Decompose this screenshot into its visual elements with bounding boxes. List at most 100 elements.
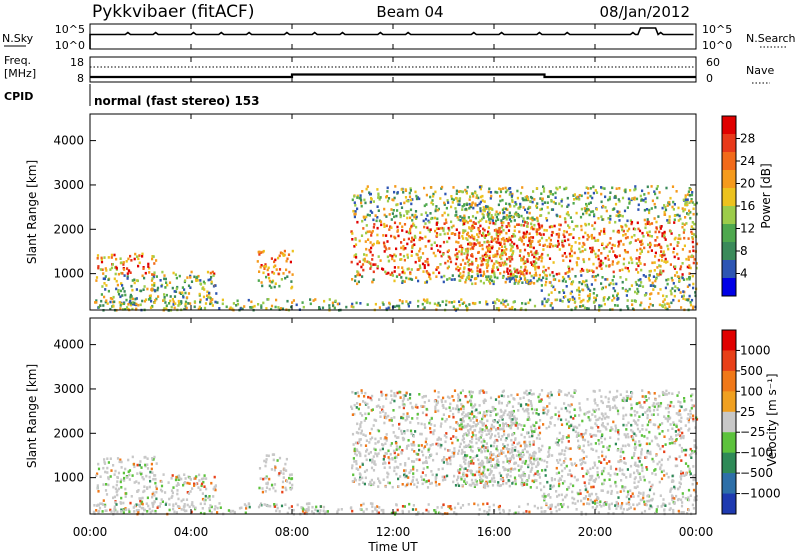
- heatmap-cell: [102, 499, 105, 502]
- heatmap-cell: [480, 195, 483, 199]
- heatmap-cell: [381, 447, 384, 451]
- heatmap-cell: [181, 286, 184, 289]
- heatmap-cell: [467, 433, 470, 436]
- heatmap-cell: [670, 232, 673, 235]
- heatmap-cell: [357, 394, 360, 398]
- heatmap-cell: [465, 191, 468, 195]
- heatmap-cell: [529, 200, 532, 203]
- heatmap-cell: [580, 462, 584, 465]
- heatmap-cell: [287, 253, 291, 256]
- heatmap-cell: [168, 503, 171, 506]
- heatmap-cell: [443, 222, 446, 225]
- heatmap-cell: [379, 481, 382, 485]
- heatmap-cell: [397, 436, 400, 439]
- heatmap-cell: [514, 278, 517, 281]
- heatmap-cell: [617, 432, 620, 436]
- heatmap-cell: [403, 404, 406, 408]
- heatmap-cell: [619, 276, 622, 279]
- heatmap-cell: [120, 486, 123, 489]
- heatmap-cell: [193, 484, 196, 487]
- heatmap-cell: [210, 301, 213, 305]
- heatmap-cell: [511, 453, 515, 457]
- heatmap-cell: [214, 488, 217, 492]
- heatmap-cell: [209, 271, 212, 275]
- heatmap-cell: [172, 486, 175, 489]
- heatmap-cell: [508, 416, 511, 419]
- freq-label: Freq.: [4, 54, 31, 67]
- heatmap-cell: [513, 219, 516, 222]
- heatmap-cell: [189, 302, 192, 305]
- heatmap-cell: [441, 300, 444, 303]
- heatmap-cell: [687, 237, 690, 240]
- heatmap-cell: [378, 198, 381, 201]
- heatmap-cell: [499, 438, 503, 441]
- heatmap-cell: [214, 284, 217, 287]
- heatmap-cell: [507, 395, 510, 398]
- heatmap-cell: [534, 451, 537, 455]
- heatmap-cell: [95, 474, 98, 477]
- heatmap-cell: [270, 307, 273, 311]
- heatmap-cell: [691, 240, 694, 244]
- heatmap-cell: [172, 507, 175, 511]
- heatmap-cell: [148, 475, 151, 479]
- heatmap-cell: [128, 469, 132, 472]
- heatmap-cell: [383, 416, 386, 419]
- heatmap-cell: [530, 281, 533, 284]
- heatmap-cell: [370, 478, 373, 482]
- heatmap-cell: [509, 474, 512, 478]
- freq-series: [90, 73, 696, 79]
- heatmap-cell: [395, 436, 398, 439]
- heatmap-cell: [592, 479, 595, 482]
- heatmap-cell: [387, 414, 390, 418]
- heatmap-cell: [141, 274, 144, 278]
- heatmap-cell: [478, 430, 481, 434]
- heatmap-cell: [653, 202, 656, 206]
- heatmap-cell: [355, 256, 358, 259]
- heatmap-cell: [387, 271, 390, 275]
- heatmap-cell: [673, 255, 676, 259]
- heatmap-cell: [488, 256, 491, 260]
- heatmap-cell: [518, 441, 521, 445]
- heatmap-cell: [693, 222, 696, 226]
- heatmap-cell: [504, 190, 508, 194]
- heatmap-cell: [368, 483, 371, 486]
- heatmap-cell: [493, 466, 496, 469]
- heatmap-cell: [528, 211, 531, 215]
- heatmap-cell: [197, 274, 200, 278]
- heatmap-cell: [527, 465, 530, 469]
- heatmap-cell: [392, 431, 395, 434]
- heatmap-cell: [609, 237, 612, 240]
- heatmap-cell: [554, 406, 557, 410]
- heatmap-cell: [353, 201, 356, 204]
- heatmap-cell: [457, 484, 461, 487]
- heatmap-cell: [381, 267, 384, 271]
- heatmap-cell: [160, 484, 164, 488]
- heatmap-cell: [638, 460, 641, 463]
- heatmap-cell: [506, 443, 509, 447]
- heatmap-cell: [605, 264, 608, 268]
- heatmap-cell: [675, 190, 678, 193]
- heatmap-cell: [107, 289, 110, 293]
- heatmap-cell: [182, 295, 185, 299]
- heatmap-cell: [506, 270, 509, 273]
- heatmap-cell: [532, 443, 535, 446]
- heatmap-cell: [612, 282, 615, 286]
- heatmap-cell: [552, 261, 555, 264]
- heatmap-cell: [423, 401, 426, 404]
- heatmap-cell: [129, 271, 132, 274]
- heatmap-cell: [610, 247, 613, 250]
- heatmap-cell: [503, 467, 507, 471]
- heatmap-cell: [486, 419, 489, 423]
- heatmap-cell: [274, 466, 277, 469]
- heatmap-cell: [424, 222, 427, 225]
- nave-tick-top: 60: [706, 56, 720, 69]
- heatmap-cell: [651, 261, 654, 265]
- heatmap-cell: [538, 450, 541, 453]
- heatmap-cell: [612, 406, 615, 409]
- heatmap-cell: [519, 475, 522, 479]
- heatmap-cell: [236, 302, 240, 306]
- heatmap-cell: [191, 487, 194, 490]
- heatmap-cell: [526, 280, 529, 283]
- heatmap-cell: [674, 285, 677, 288]
- heatmap-cell: [454, 253, 457, 257]
